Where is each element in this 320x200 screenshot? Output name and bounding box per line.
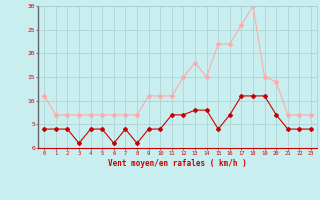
X-axis label: Vent moyen/en rafales ( km/h ): Vent moyen/en rafales ( km/h ) [108,159,247,168]
